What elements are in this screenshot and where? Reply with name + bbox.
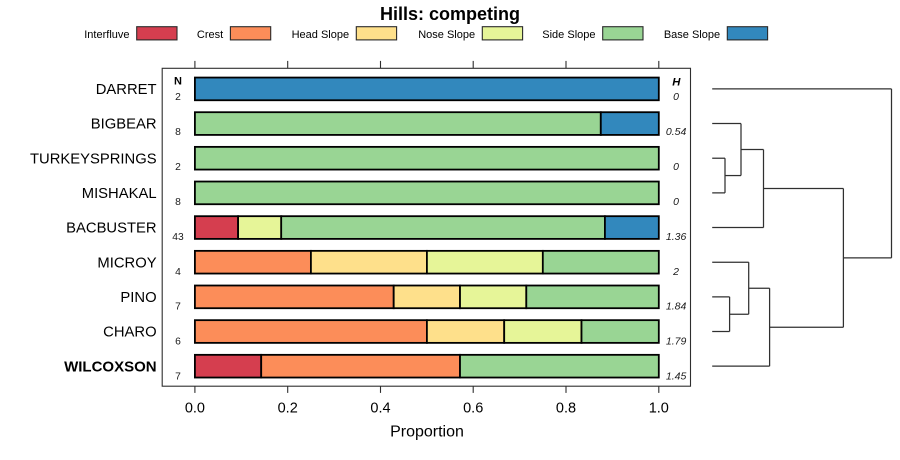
svg-text:Crest: Crest [197,29,223,41]
svg-text:CHARO: CHARO [103,325,156,341]
svg-text:43: 43 [172,232,184,243]
svg-text:0: 0 [673,91,679,103]
svg-text:1.45: 1.45 [666,371,687,383]
svg-text:H: H [672,76,681,88]
svg-text:0.54: 0.54 [666,126,687,138]
svg-text:PINO: PINO [120,290,156,306]
svg-text:0.6: 0.6 [463,400,483,416]
svg-text:0.2: 0.2 [278,400,298,416]
svg-text:MICROY: MICROY [97,255,156,271]
svg-text:2: 2 [175,92,181,103]
svg-text:DARRET: DARRET [96,82,157,98]
svg-text:TURKEYSPRINGS: TURKEYSPRINGS [30,151,157,167]
svg-text:1.36: 1.36 [666,231,687,243]
svg-text:8: 8 [175,127,181,138]
svg-text:N: N [174,76,182,88]
svg-text:Side Slope: Side Slope [542,29,595,41]
svg-text:2: 2 [175,162,181,173]
svg-text:7: 7 [175,372,181,383]
svg-text:0: 0 [673,196,679,208]
svg-text:2: 2 [672,266,679,278]
svg-text:WILCOXSON: WILCOXSON [64,358,157,375]
svg-text:Hills: competing: Hills: competing [380,4,520,24]
svg-text:MISHAKAL: MISHAKAL [82,186,157,202]
svg-text:4: 4 [175,267,181,278]
svg-text:7: 7 [175,302,181,313]
svg-text:1.79: 1.79 [666,336,687,348]
svg-text:Base Slope: Base Slope [664,29,720,41]
svg-text:Proportion: Proportion [390,424,464,441]
svg-text:0.8: 0.8 [556,400,576,416]
svg-text:1.0: 1.0 [649,400,669,416]
svg-text:BIGBEAR: BIGBEAR [91,117,157,133]
svg-text:6: 6 [175,337,181,348]
svg-text:Nose Slope: Nose Slope [418,29,475,41]
svg-text:Interfluve: Interfluve [84,29,129,41]
svg-text:0: 0 [673,161,679,173]
svg-text:BACBUSTER: BACBUSTER [66,221,156,237]
svg-text:1.84: 1.84 [666,301,687,313]
svg-text:0.0: 0.0 [185,400,205,416]
svg-text:Head Slope: Head Slope [292,29,350,41]
svg-text:8: 8 [175,197,181,208]
svg-text:0.4: 0.4 [370,400,390,416]
